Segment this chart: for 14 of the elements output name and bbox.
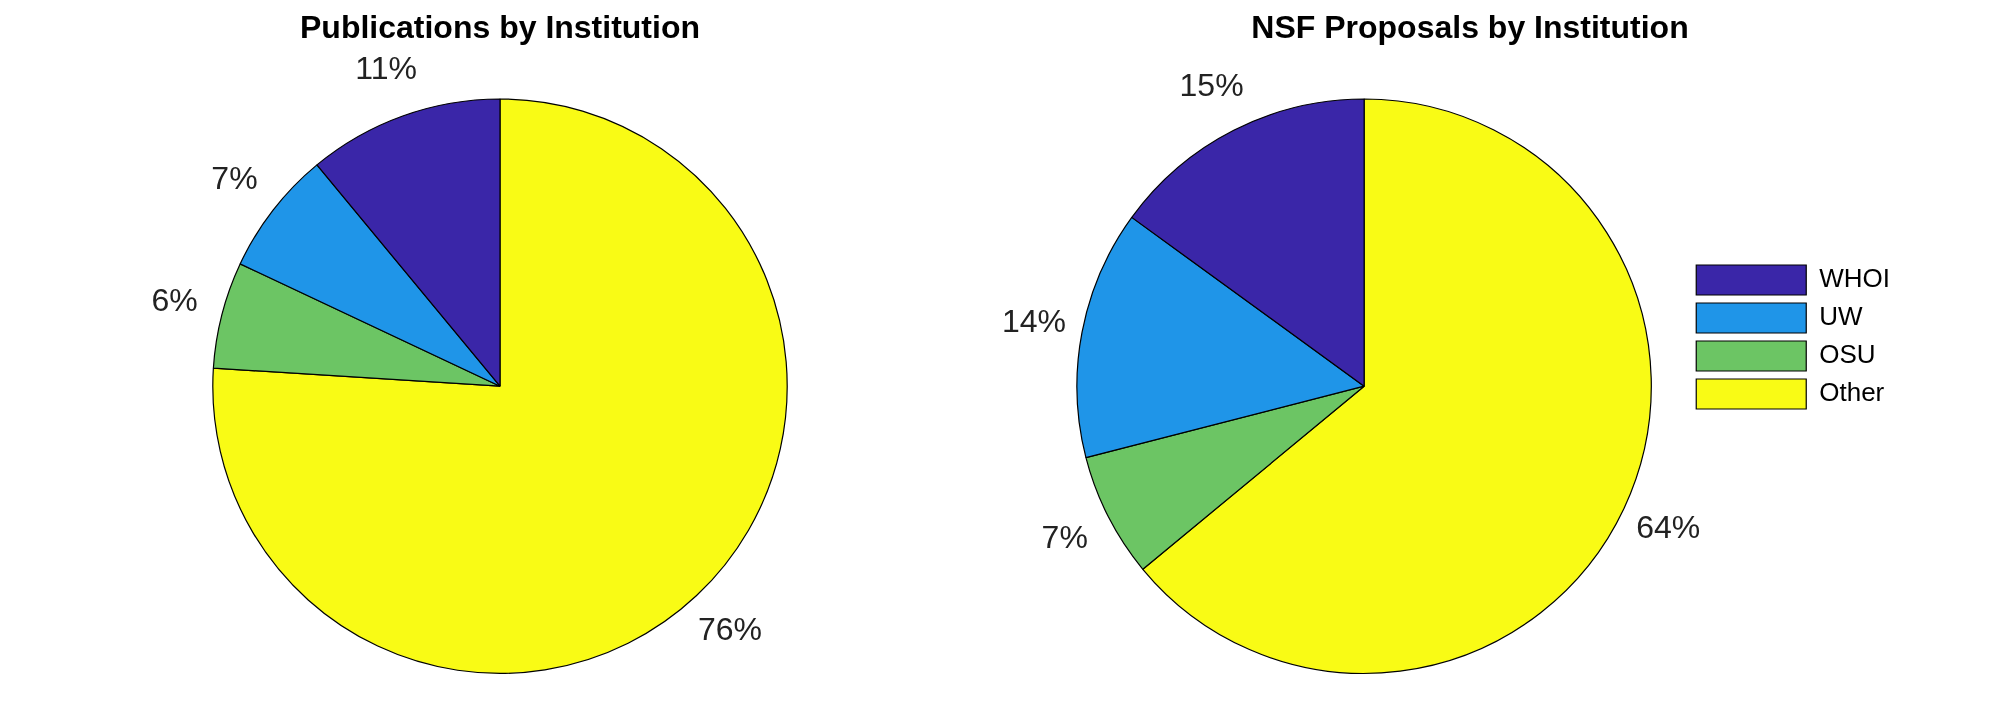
legend-label: UW (1819, 301, 1864, 332)
legend-label: Other (1819, 377, 1885, 408)
chart-title: NSF Proposals by Institution (1251, 9, 1689, 46)
legend-label: OSU (1819, 339, 1876, 370)
data-label: 6% (151, 282, 198, 319)
chart-title: Publications by Institution (300, 9, 700, 46)
data-label: 7% (211, 160, 258, 197)
data-label: 64% (1636, 509, 1701, 546)
data-label: 11% (355, 49, 418, 86)
data-label: 7% (1041, 518, 1088, 555)
data-label: 14% (1002, 303, 1067, 340)
data-label: 15% (1179, 66, 1244, 103)
legend-label: WHOI (1819, 263, 1890, 294)
data-label: 76% (698, 610, 763, 647)
